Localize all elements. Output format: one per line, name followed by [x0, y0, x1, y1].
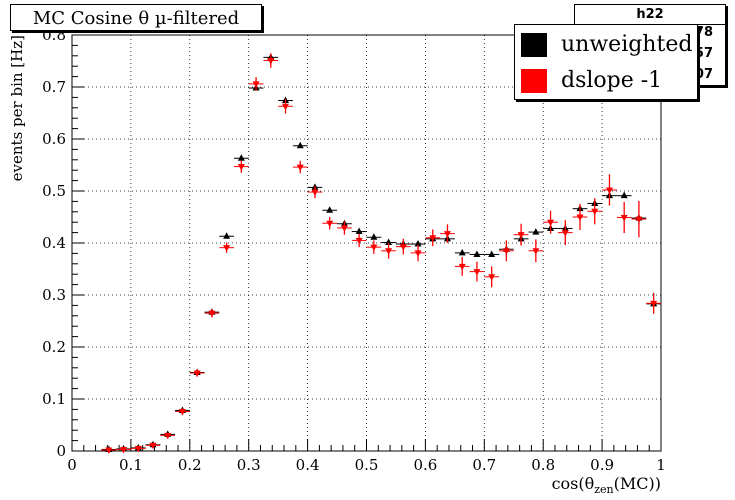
data-point: [355, 227, 363, 235]
data-point: [120, 446, 128, 454]
data-point: [282, 103, 290, 111]
y-tick-label-1: 0.1: [42, 390, 66, 408]
y-tick-label-0: 0: [56, 442, 66, 460]
data-point: [296, 141, 304, 149]
data-point: [620, 215, 628, 222]
stats-value-1: 78: [694, 25, 713, 40]
data-point: [267, 57, 275, 65]
data-point: [164, 432, 172, 440]
data-point: [547, 219, 555, 227]
data-point: [532, 248, 540, 255]
data-point: [105, 447, 113, 454]
legend-label-unweighted: unweighted: [561, 32, 693, 57]
data-point: [193, 370, 201, 377]
series-unweighted: [101, 53, 661, 452]
y-tick-label-4: 0.4: [42, 234, 66, 252]
data-point: [532, 228, 540, 235]
legend-swatch-unweighted: [521, 33, 547, 57]
data-point: [473, 269, 481, 276]
data-point: [296, 164, 304, 172]
x-tick-label-10: 1: [656, 456, 666, 474]
data-point: [488, 250, 496, 257]
x-tick-label-6: 0.6: [413, 456, 437, 474]
data-point: [473, 250, 481, 257]
data-point: [399, 244, 407, 251]
data-point: [223, 245, 231, 252]
data-point: [134, 445, 142, 453]
x-tick-label-3: 0.3: [237, 456, 261, 474]
x-tick-label-1: 0.1: [119, 456, 143, 474]
data-point: [370, 244, 378, 252]
data-point: [488, 274, 496, 281]
x-tick-label-7: 0.7: [472, 456, 496, 474]
data-point: [502, 248, 510, 255]
data-point: [650, 300, 658, 308]
data-point: [414, 250, 422, 257]
data-point: [149, 442, 157, 450]
data-point: [178, 408, 186, 416]
stats-histogram-name: h22: [575, 5, 725, 25]
data-point: [385, 238, 393, 245]
data-point: [355, 237, 363, 245]
x-tick-label-9: 0.9: [590, 456, 614, 474]
data-point: [340, 225, 348, 232]
y-axis-label: events per bin [Hz]: [8, 35, 26, 181]
data-point: [237, 154, 245, 161]
data-point: [576, 214, 584, 221]
legend: unweighted dslope -1: [514, 24, 698, 100]
data-point: [223, 232, 231, 239]
stats-value-3: 07: [694, 67, 713, 82]
x-tick-label-0: 0: [67, 456, 77, 474]
stats-value-2: 57: [694, 46, 713, 61]
data-point: [620, 191, 628, 199]
data-point: [252, 81, 260, 88]
data-point: [443, 231, 451, 238]
data-point: [591, 208, 599, 216]
x-axis-label: cos(θzen(MC)): [552, 474, 661, 496]
y-tick-label-6: 0.6: [42, 130, 66, 148]
data-point: [605, 187, 613, 194]
chart-title: MC Cosine θ µ-filtered: [10, 4, 262, 31]
data-point: [385, 248, 393, 255]
data-point: [458, 248, 466, 256]
x-tick-label-5: 0.5: [355, 456, 379, 474]
y-tick-label-3: 0.3: [42, 286, 66, 304]
data-point: [458, 263, 466, 271]
data-point: [517, 232, 525, 239]
data-point: [326, 220, 334, 228]
y-tick-label-5: 0.5: [42, 182, 66, 200]
data-point: [429, 235, 437, 242]
x-tick-label-8: 0.8: [531, 456, 555, 474]
legend-label-dslope: dslope -1: [561, 68, 663, 93]
data-point: [561, 230, 569, 237]
data-point: [311, 189, 319, 197]
x-tick-label-2: 0.2: [178, 456, 202, 474]
data-point: [237, 164, 245, 171]
legend-swatch-dslope: [521, 69, 547, 93]
y-tick-label-2: 0.2: [42, 338, 66, 356]
series-dslope: [101, 53, 661, 454]
data-point: [370, 233, 378, 240]
data-point: [326, 206, 334, 213]
data-point: [414, 240, 422, 247]
data-point: [635, 216, 643, 224]
y-tick-label-7: 0.7: [42, 78, 66, 96]
x-tick-label-4: 0.4: [296, 456, 320, 474]
data-point: [208, 310, 216, 318]
